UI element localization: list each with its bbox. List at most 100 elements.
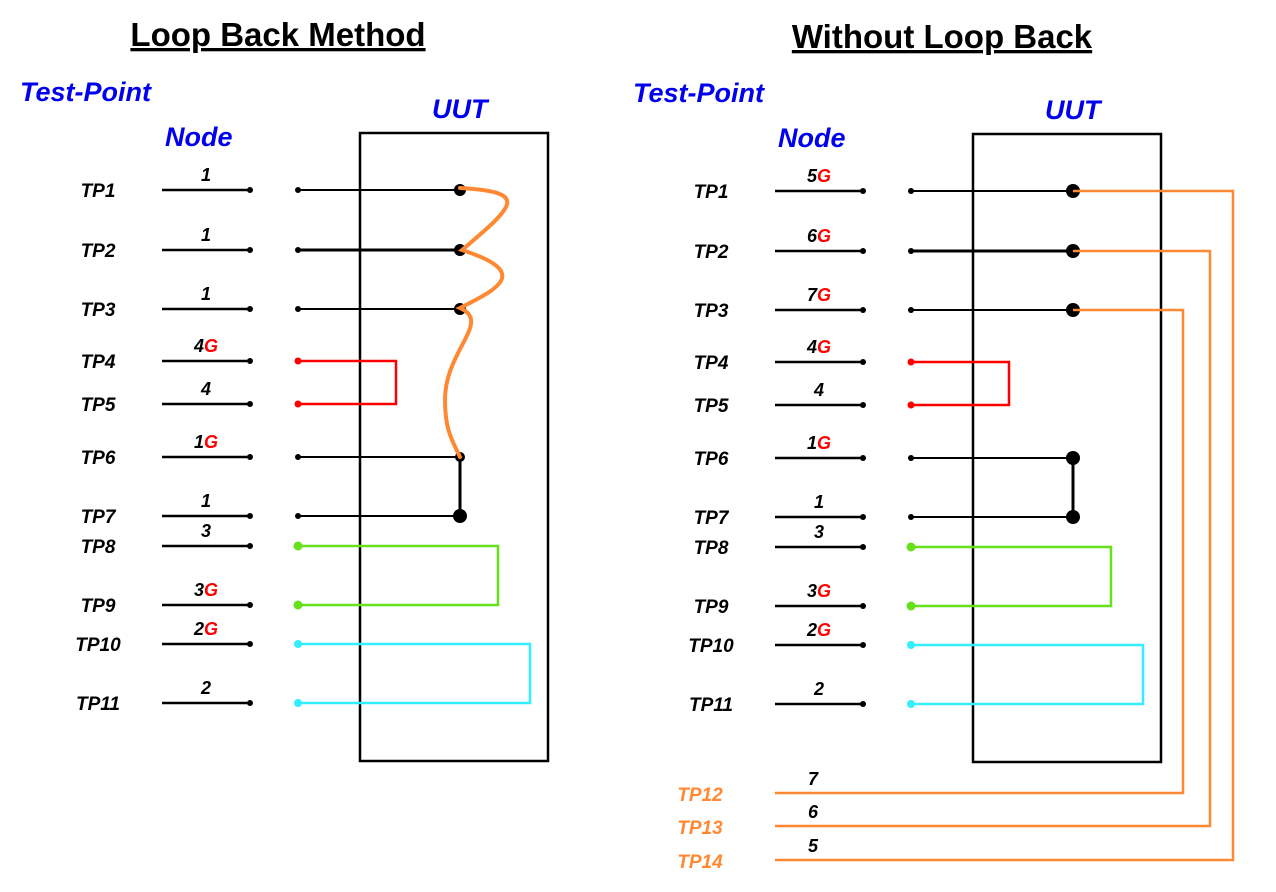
node-label: 7G [807, 285, 831, 305]
node-number: 1 [201, 165, 211, 185]
node-number: 2 [806, 620, 817, 640]
probe-dot [295, 306, 301, 312]
lead-end-dot [247, 454, 253, 460]
test-point-label: TP11 [76, 694, 120, 715]
node-label: 6G [807, 226, 831, 246]
test-point-label: TP1 [694, 182, 729, 203]
lead-end-dot [247, 513, 253, 519]
probe-dot [293, 600, 303, 610]
lead-end-dot [860, 188, 866, 194]
node-number: 1 [201, 284, 211, 304]
node-label: 4G [193, 336, 218, 356]
ground-marker: G [817, 581, 831, 601]
node-label: 1G [807, 433, 831, 453]
lead-end-dot [247, 602, 253, 608]
ground-marker: G [204, 619, 218, 639]
node-label: 2G [806, 620, 831, 640]
node-number: 1 [807, 433, 817, 453]
node-label: 5 [808, 836, 819, 856]
tp8-tp9-link [911, 545, 1113, 608]
lead-end-dot [860, 359, 866, 365]
node-number: 5 [807, 166, 818, 186]
test-point-label: TP3 [694, 301, 729, 322]
right-uut-heading: UUT [1045, 95, 1103, 125]
node-number: 2 [193, 619, 204, 639]
node-number: 7 [807, 285, 818, 305]
node-label: 4 [200, 379, 211, 399]
probe-dot [295, 513, 301, 519]
test-point-label: TP4 [81, 352, 116, 373]
node-number: 4 [813, 380, 824, 400]
ground-marker: G [817, 337, 831, 357]
test-point-label: TP14 [677, 852, 723, 873]
test-point-label: TP13 [677, 818, 723, 839]
node-number: 4 [806, 337, 817, 357]
test-point-label: TP11 [689, 695, 733, 716]
lead-end-dot [860, 514, 866, 520]
test-point-label: TP6 [81, 448, 116, 469]
node-number: 1 [814, 492, 824, 512]
test-point-label: TP6 [694, 449, 729, 470]
test-point-label: TP10 [688, 636, 734, 657]
test-point-label: TP5 [694, 396, 729, 417]
test-point-label: TP8 [81, 537, 116, 558]
test-point-label: TP10 [75, 635, 121, 656]
node-label: 3G [807, 581, 831, 601]
left-test-point-heading: Test-Point [20, 77, 152, 107]
probe-dot [908, 514, 914, 520]
node-number: 4 [193, 336, 204, 356]
node-number: 6 [807, 226, 818, 246]
ground-marker: G [204, 580, 218, 600]
ground-marker: G [204, 336, 218, 356]
tp8-tp9-link [298, 544, 500, 607]
test-point-label: TP8 [694, 538, 729, 559]
tp10-tp11-link [911, 643, 1145, 706]
node-number: 3 [807, 581, 817, 601]
probe-dot [908, 188, 914, 194]
probe-dot [295, 187, 301, 193]
node-label: 1 [201, 284, 211, 304]
node-label: 4G [806, 337, 831, 357]
lead-end-dot [860, 701, 866, 707]
node-label: 1 [201, 491, 211, 511]
lead-end-dot [860, 307, 866, 313]
ground-marker: G [817, 620, 831, 640]
probe-dot [908, 248, 914, 254]
probe-dot [295, 247, 301, 253]
node-number: 4 [200, 379, 211, 399]
ground-marker: G [817, 226, 831, 246]
external-wire [775, 249, 1212, 828]
tp4-tp5-link [911, 360, 1011, 407]
probe-dot [907, 700, 915, 708]
node-label: 3 [814, 522, 824, 542]
tp10-tp11-link [298, 642, 532, 705]
probe-dot [907, 358, 915, 366]
ground-marker: G [817, 166, 831, 186]
node-number: 2 [200, 678, 211, 698]
probe-dot [907, 401, 915, 409]
left-title: Loop Back Method [130, 16, 425, 53]
node-label: 5G [807, 166, 831, 186]
node-label: 1 [201, 225, 211, 245]
probe-dot [906, 601, 916, 611]
test-point-label: TP9 [81, 596, 116, 617]
test-point-label: TP4 [694, 353, 729, 374]
external-wire [775, 189, 1235, 862]
node-number: 3 [201, 521, 211, 541]
test-point-label: TP7 [694, 508, 730, 529]
right-uut-box [971, 132, 1163, 764]
node-number: 1 [194, 432, 204, 452]
probe-dot [293, 541, 303, 551]
node-label: 1G [194, 432, 218, 452]
probe-dot [295, 454, 301, 460]
test-point-label: TP3 [81, 300, 116, 321]
lead-end-dot [860, 455, 866, 461]
left-uut-box [358, 131, 550, 763]
node-number: 1 [201, 491, 211, 511]
test-point-label: TP9 [694, 597, 729, 618]
external-wire [775, 308, 1185, 795]
probe-dot [908, 307, 914, 313]
lead-end-dot [860, 603, 866, 609]
node-label: 2G [193, 619, 218, 639]
